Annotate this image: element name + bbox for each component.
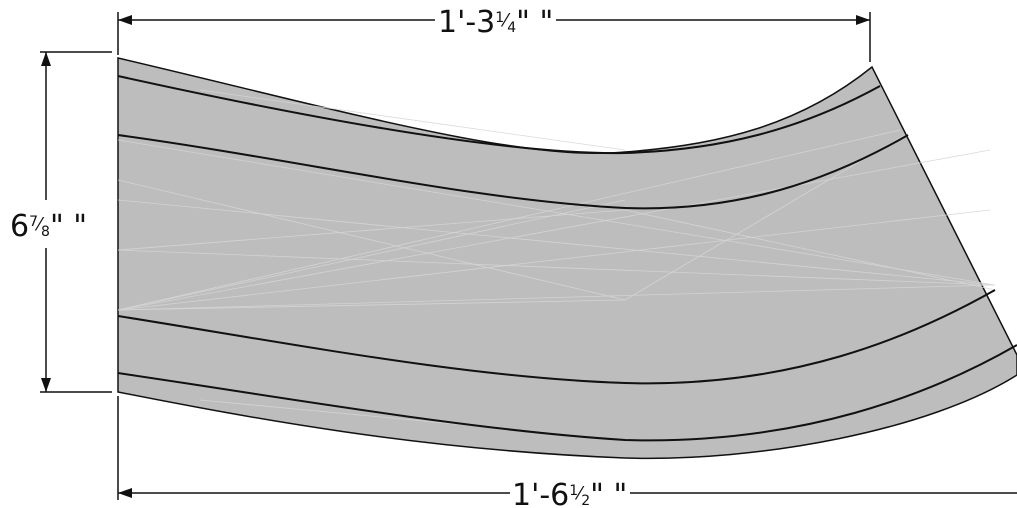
arrowheads [41,15,870,498]
top-width-label: 1'-31⁄4" " [438,5,553,40]
curve-lines [117,75,1017,442]
height-frac-den: 8 [41,224,50,240]
bottom-width-frac-den: 2 [581,493,590,508]
top-width-frac-den: 4 [507,20,516,36]
height-top-arrow [41,52,51,66]
bottom-width-label: 1'-61⁄2" " [512,478,627,508]
bottom-inner-curve-2 [117,344,1017,442]
height-bottom-arrow [41,378,51,392]
height-label: 67⁄8" " [10,209,87,244]
bottom-width-frac-num: 1 [569,483,578,499]
bottom-left-arrow [118,488,132,498]
height-frac-num: 7 [29,214,38,230]
top-inner-curve-1 [117,75,881,155]
dimension-lines [45,19,1017,494]
top-right-arrow [856,15,870,25]
top-width-frac-num: 1 [495,10,504,26]
bottom-inner-curve-1 [117,289,996,385]
top-left-arrow [118,15,132,25]
top-inner-curve-2 [117,134,909,210]
